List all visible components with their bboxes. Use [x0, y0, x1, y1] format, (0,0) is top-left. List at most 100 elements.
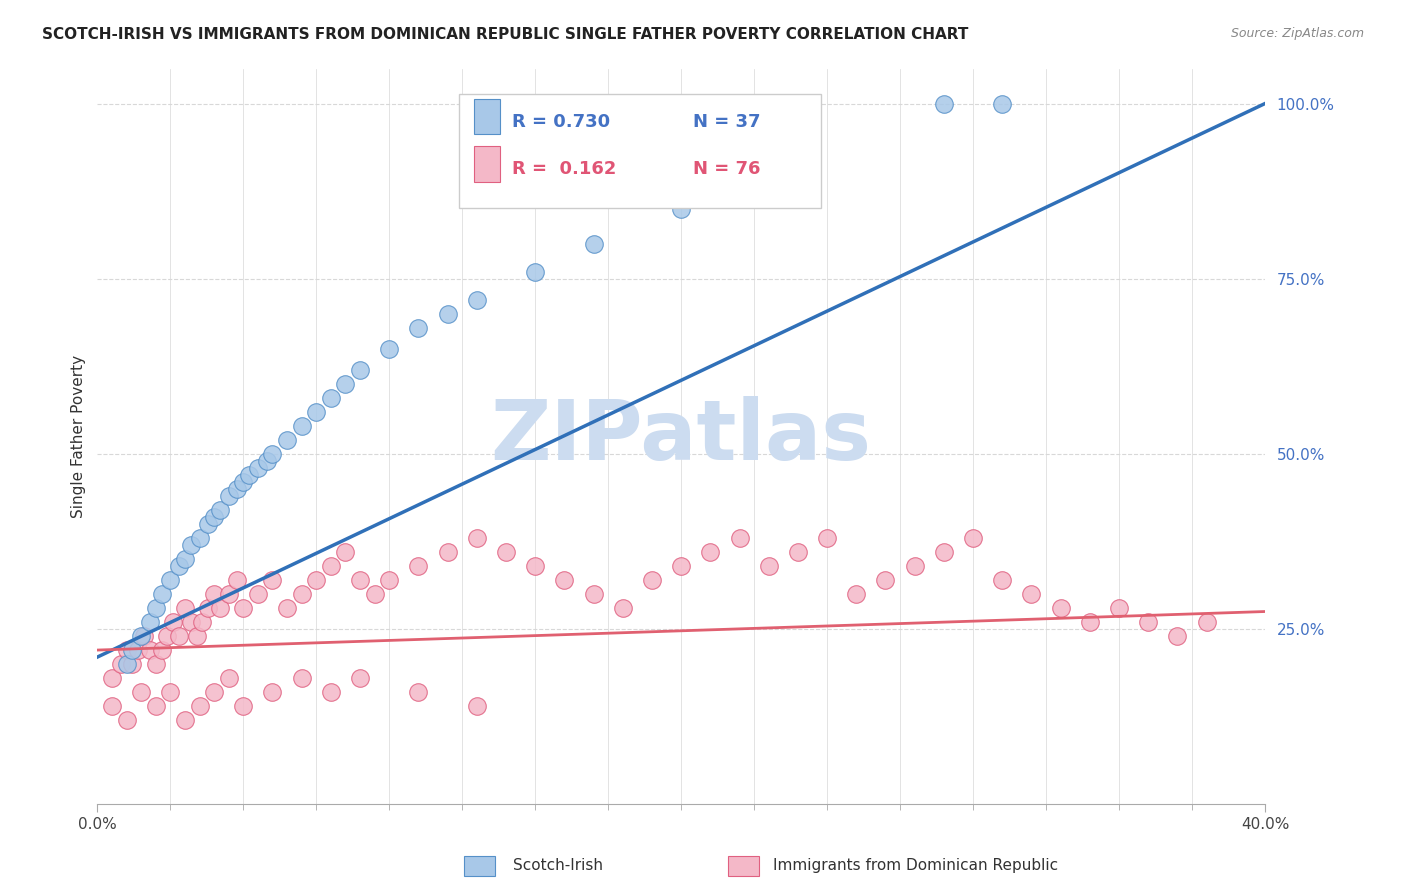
- Point: [991, 573, 1014, 587]
- Point: [121, 643, 143, 657]
- Point: [669, 202, 692, 216]
- Point: [167, 559, 190, 574]
- Point: [191, 615, 214, 629]
- Point: [932, 96, 955, 111]
- Point: [553, 573, 575, 587]
- Point: [115, 713, 138, 727]
- Point: [845, 587, 868, 601]
- Point: [875, 573, 897, 587]
- Point: [991, 96, 1014, 111]
- Point: [276, 601, 298, 615]
- Text: ZIPatlas: ZIPatlas: [491, 396, 872, 477]
- Point: [226, 573, 249, 587]
- Text: N = 76: N = 76: [693, 161, 761, 178]
- Point: [378, 573, 401, 587]
- Point: [150, 643, 173, 657]
- Point: [612, 601, 634, 615]
- Point: [174, 601, 197, 615]
- Point: [180, 538, 202, 552]
- Point: [145, 699, 167, 714]
- Point: [319, 685, 342, 699]
- FancyBboxPatch shape: [460, 95, 821, 209]
- Point: [1137, 615, 1160, 629]
- Point: [167, 629, 190, 643]
- Point: [932, 545, 955, 559]
- Point: [186, 629, 208, 643]
- Point: [1078, 615, 1101, 629]
- Point: [262, 447, 284, 461]
- Point: [232, 601, 254, 615]
- Point: [962, 531, 984, 545]
- Point: [408, 320, 430, 334]
- Point: [728, 531, 751, 545]
- Point: [139, 643, 162, 657]
- Point: [641, 573, 664, 587]
- Point: [174, 713, 197, 727]
- Point: [436, 545, 458, 559]
- Point: [904, 559, 927, 574]
- Point: [378, 342, 401, 356]
- Point: [758, 559, 780, 574]
- Point: [335, 545, 357, 559]
- Point: [291, 587, 314, 601]
- Point: [115, 643, 138, 657]
- Text: Source: ZipAtlas.com: Source: ZipAtlas.com: [1230, 27, 1364, 40]
- Point: [218, 671, 240, 685]
- Point: [246, 461, 269, 475]
- Point: [208, 601, 231, 615]
- Point: [582, 587, 605, 601]
- Point: [226, 482, 249, 496]
- Point: [787, 545, 810, 559]
- Point: [465, 293, 488, 307]
- Point: [728, 180, 751, 194]
- Point: [256, 454, 278, 468]
- Text: Scotch-Irish: Scotch-Irish: [513, 858, 603, 872]
- Point: [115, 657, 138, 671]
- Point: [1108, 601, 1130, 615]
- Point: [349, 573, 371, 587]
- Point: [188, 699, 211, 714]
- Point: [101, 699, 124, 714]
- Point: [145, 657, 167, 671]
- Point: [319, 391, 342, 405]
- Point: [291, 418, 314, 433]
- Point: [246, 587, 269, 601]
- Point: [319, 559, 342, 574]
- FancyBboxPatch shape: [474, 98, 501, 134]
- Point: [150, 587, 173, 601]
- Point: [408, 559, 430, 574]
- Point: [276, 433, 298, 447]
- Point: [305, 573, 328, 587]
- Point: [363, 587, 385, 601]
- Text: SCOTCH-IRISH VS IMMIGRANTS FROM DOMINICAN REPUBLIC SINGLE FATHER POVERTY CORRELA: SCOTCH-IRISH VS IMMIGRANTS FROM DOMINICA…: [42, 27, 969, 42]
- Point: [262, 685, 284, 699]
- Point: [218, 587, 240, 601]
- Point: [174, 552, 197, 566]
- Y-axis label: Single Father Poverty: Single Father Poverty: [72, 355, 86, 518]
- Point: [238, 467, 260, 482]
- Point: [202, 510, 225, 524]
- Point: [202, 685, 225, 699]
- Point: [1049, 601, 1071, 615]
- Point: [262, 573, 284, 587]
- Point: [465, 531, 488, 545]
- Point: [208, 503, 231, 517]
- Point: [162, 615, 184, 629]
- Point: [1195, 615, 1218, 629]
- Point: [232, 699, 254, 714]
- Point: [145, 601, 167, 615]
- Point: [1021, 587, 1043, 601]
- Text: Immigrants from Dominican Republic: Immigrants from Dominican Republic: [773, 858, 1059, 872]
- Point: [127, 643, 149, 657]
- Point: [305, 405, 328, 419]
- Point: [129, 629, 152, 643]
- Point: [291, 671, 314, 685]
- Text: R =  0.162: R = 0.162: [512, 161, 616, 178]
- Point: [465, 699, 488, 714]
- Point: [156, 629, 179, 643]
- Point: [524, 559, 547, 574]
- Point: [121, 657, 143, 671]
- Point: [197, 516, 219, 531]
- Point: [129, 685, 152, 699]
- Point: [197, 601, 219, 615]
